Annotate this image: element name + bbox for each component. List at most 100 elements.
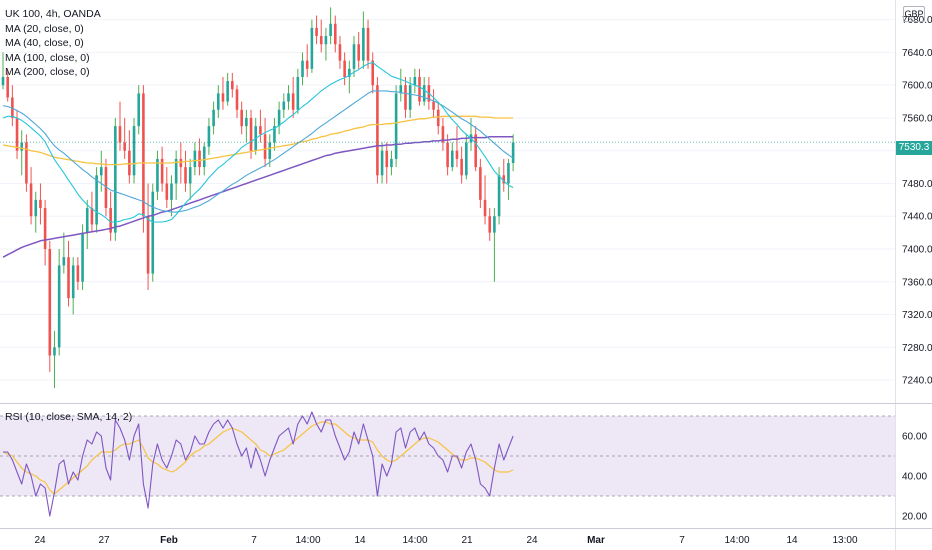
candle-body xyxy=(319,36,323,45)
candle-body xyxy=(348,68,351,77)
price-tick-label: 7440.0 xyxy=(902,212,932,223)
candle-body xyxy=(497,175,501,217)
price-axis[interactable]: 7680.07640.07600.07560.07520.07480.07440… xyxy=(902,15,932,386)
legend-ma100[interactable]: MA (100, close, 0) xyxy=(5,51,90,64)
candle-body xyxy=(380,150,384,176)
rsi-line xyxy=(3,411,514,517)
price-tick-label: 7640.0 xyxy=(902,48,932,59)
candle-body xyxy=(43,208,47,250)
candle-body xyxy=(418,76,421,102)
candle-body xyxy=(511,142,515,164)
time-tick-label: Feb xyxy=(160,535,178,546)
candle-body xyxy=(71,265,75,299)
candle-body xyxy=(333,23,337,45)
candle-body xyxy=(324,36,328,45)
candle-body xyxy=(99,167,103,176)
rsi-tick-label: 40.00 xyxy=(902,472,927,483)
time-axis[interactable]: 24 27 Feb 7 14:00 14 14:00 21 24 Mar 7 14:00 14 13:00 xyxy=(34,535,858,546)
candle-body xyxy=(479,167,482,200)
rsi-lines xyxy=(2,411,514,517)
candle-body xyxy=(170,183,173,200)
candle-body xyxy=(160,158,164,184)
candle-body xyxy=(193,150,197,168)
candle-body xyxy=(15,117,19,151)
time-tick-label: 13:00 xyxy=(832,535,857,546)
currency-badge[interactable]: GBP xyxy=(903,6,925,22)
candle-body xyxy=(287,93,290,102)
price-tick-label: 7680.0 xyxy=(902,15,932,26)
candle-body xyxy=(460,158,463,176)
candle-body xyxy=(207,126,211,147)
candle-body xyxy=(249,117,253,151)
candle-body xyxy=(142,93,145,217)
candle-body xyxy=(165,183,169,200)
candle-body xyxy=(432,101,435,110)
candle-body xyxy=(282,101,286,110)
candle-body xyxy=(39,199,42,209)
candle-body xyxy=(109,208,112,233)
candle-body xyxy=(371,60,375,86)
candle-body xyxy=(85,208,89,233)
legend-ma200[interactable]: MA (200, close, 0) xyxy=(5,66,90,78)
candle-body xyxy=(488,216,492,233)
ma200-line xyxy=(2,136,514,258)
candle-body xyxy=(146,216,150,274)
candle-body xyxy=(305,60,309,69)
price-tick-label: 7600.0 xyxy=(902,81,932,92)
candle-body xyxy=(198,150,201,168)
candle-body xyxy=(188,167,192,184)
rsi-ma-line xyxy=(2,421,514,495)
candle-body xyxy=(90,208,94,225)
candle-body xyxy=(446,142,449,168)
candle-body xyxy=(25,142,28,184)
price-tick-label: 7480.0 xyxy=(902,179,932,190)
candle-body xyxy=(67,257,70,299)
candle-body xyxy=(231,81,234,90)
candle-body xyxy=(259,126,262,135)
candle-body xyxy=(329,23,332,37)
candle-body xyxy=(301,60,304,77)
rsi-axis[interactable]: 60.00 40.00 20.00 xyxy=(902,432,927,523)
candle-body xyxy=(273,126,276,143)
candle-body xyxy=(114,126,117,233)
rsi-tick-label: 60.00 xyxy=(902,432,927,443)
chart-title[interactable]: UK 100, 4h, OANDA xyxy=(5,8,101,20)
candle-body xyxy=(1,76,5,86)
grid-lines xyxy=(0,19,895,381)
legend-ma20[interactable]: MA (20, close, 0) xyxy=(5,22,84,35)
time-tick-label: Mar xyxy=(587,535,605,546)
candle-body xyxy=(221,93,225,102)
candle-body xyxy=(132,126,136,176)
legend-ma40[interactable]: MA (40, close, 0) xyxy=(5,37,84,49)
candle-body xyxy=(216,93,220,110)
candle-body xyxy=(422,85,426,102)
time-tick-label: 7 xyxy=(251,535,257,546)
candle-body xyxy=(184,167,187,184)
candle-body xyxy=(338,44,342,61)
candle-body xyxy=(493,216,496,233)
candle-body xyxy=(357,44,360,61)
candle-body xyxy=(385,150,389,168)
candle-body xyxy=(291,93,295,110)
candle-body xyxy=(202,146,206,168)
rsi-tick-label: 20.00 xyxy=(902,512,927,523)
candle-body xyxy=(507,163,510,184)
candle-body xyxy=(29,183,33,217)
time-tick-label: 14:00 xyxy=(402,535,427,546)
price-tick-label: 7280.0 xyxy=(902,343,932,354)
candle-body xyxy=(366,27,370,61)
candle-body xyxy=(34,199,38,217)
candle-body xyxy=(118,126,122,143)
time-tick-label: 14:00 xyxy=(724,535,749,546)
candle-body xyxy=(310,27,314,69)
candle-body xyxy=(76,265,80,282)
rsi-guides xyxy=(0,415,895,497)
candle-body xyxy=(343,60,346,77)
rsi-legend[interactable]: RSI (10, close, SMA, 14, 2) xyxy=(5,411,133,423)
candle-body xyxy=(296,76,300,110)
candle-body xyxy=(455,150,459,159)
candle-body xyxy=(268,142,272,159)
